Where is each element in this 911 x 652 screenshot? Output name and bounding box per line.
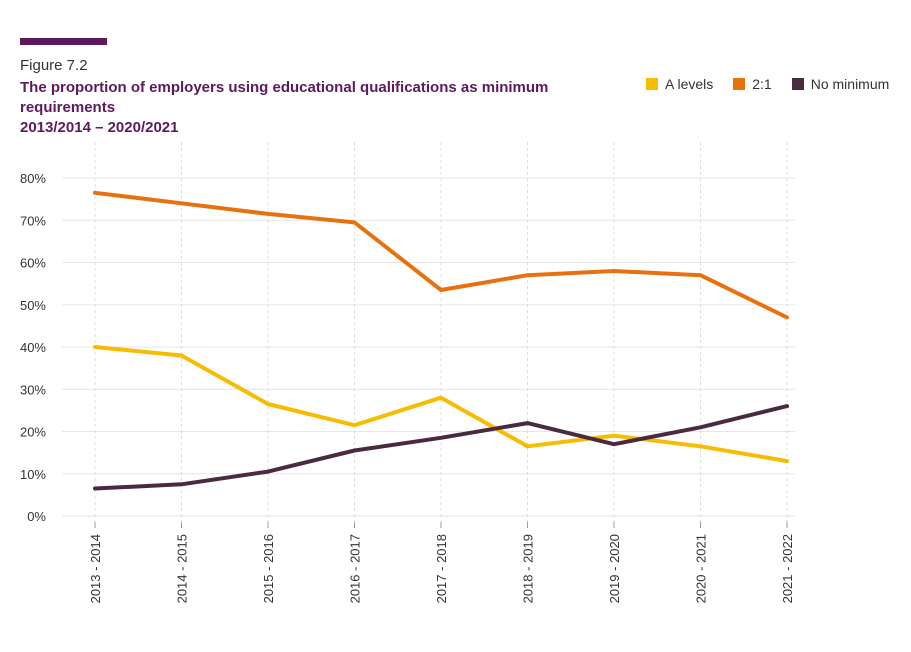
legend-swatch-no-minimum — [791, 78, 804, 90]
legend-label-a-levels: A levels — [665, 76, 714, 92]
series-line-no-minimum — [93, 404, 789, 491]
y-axis-ticks: 0% 10% 20% 30% 40% 50% 60% 70% 80% — [20, 171, 46, 524]
x-tick-label: 2014 - 2015 — [175, 534, 190, 603]
y-tick-label: 70% — [20, 213, 46, 228]
x-tick-label: 2020 - 2021 — [694, 534, 709, 603]
legend-item-a-levels: A levels — [646, 76, 713, 92]
x-tick-label: 2018 - 2019 — [521, 534, 536, 603]
legend-label-no-minimum: No minimum — [810, 76, 890, 92]
y-tick-label: 10% — [20, 467, 46, 482]
grid — [62, 142, 795, 528]
series-line-2-1 — [93, 190, 789, 320]
y-tick-label: 50% — [20, 298, 46, 313]
y-tick-label: 60% — [20, 256, 46, 271]
legend: A levels 2:1 No minimum — [646, 76, 889, 92]
x-tick-label: 2013 - 2014 — [88, 534, 103, 603]
y-tick-label: 40% — [20, 340, 46, 355]
figure-label: Figure 7.2 — [20, 57, 88, 74]
x-tick-label: 2019 - 2020 — [607, 534, 622, 603]
series-line-a-levels — [93, 345, 789, 464]
chart-title-line2: 2013/2014 – 2020/2021 — [20, 119, 179, 136]
x-axis-ticks: 2013 - 2014 2014 - 2015 2015 - 2016 2016 - … — [88, 534, 795, 603]
x-tick-label: 2021 - 2022 — [780, 534, 795, 603]
legend-swatch-a-levels — [646, 78, 658, 90]
legend-item-no-minimum: No minimum — [791, 76, 890, 92]
legend-label-2-1: 2:1 — [752, 76, 772, 92]
x-tick-label: 2016 - 2017 — [348, 534, 363, 603]
x-tick-label: 2015 - 2016 — [261, 534, 276, 603]
x-tick-label: 2017 - 2018 — [434, 534, 449, 603]
y-tick-label: 30% — [20, 382, 46, 397]
legend-item-2-1: 2:1 — [733, 76, 772, 92]
y-tick-label: 20% — [20, 425, 46, 440]
chart-title: The proportion of employers using educat… — [20, 78, 630, 138]
chart-title-line1: The proportion of employers using educat… — [20, 79, 549, 116]
accent-bar — [20, 38, 107, 45]
y-tick-label: 0% — [27, 509, 46, 524]
y-tick-label: 80% — [20, 171, 46, 186]
series-lines — [93, 190, 789, 491]
legend-swatch-2-1 — [733, 78, 746, 90]
